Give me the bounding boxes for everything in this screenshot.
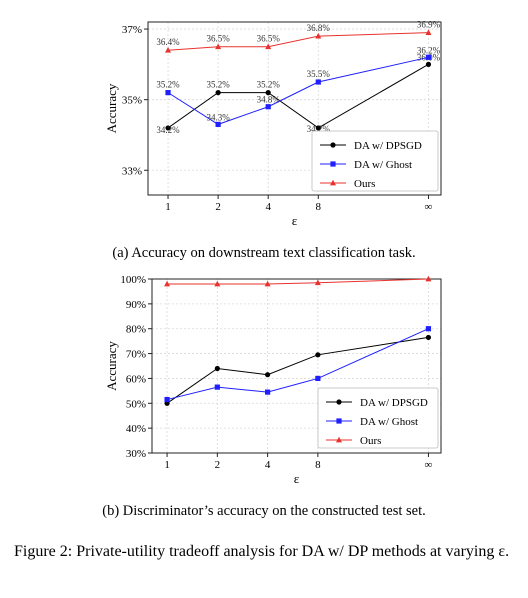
chart-undefined-legend-marker: [330, 142, 336, 148]
chart-undefined-ytick-label: 70%: [126, 349, 146, 361]
chart-undefined-data-point: [214, 365, 220, 372]
chart-undefined-series-0: [164, 334, 432, 406]
chart-undefined-data-label: 35.5%: [307, 69, 331, 79]
chart-undefined-ytick-label: 60%: [126, 373, 146, 385]
chart-undefined-data-label: 36.2%: [417, 45, 441, 55]
chart-undefined-xtick-label: 1: [164, 459, 170, 471]
chart-undefined-data-point: [164, 396, 170, 403]
chart-undefined-ytick-label: 100%: [120, 274, 146, 286]
chart-undefined-data-label: 36.8%: [307, 23, 331, 33]
chart-undefined-legend-box: [311, 130, 439, 192]
chart-undefined-data-point: [265, 43, 272, 50]
chart-undefined-ytick-label: 40%: [126, 423, 146, 435]
chart-undefined-data-point: [165, 90, 171, 96]
chart-undefined-legend-label: Ours: [360, 435, 381, 447]
chart-undefined-data-point: [215, 90, 221, 96]
chart-undefined-legend-label: Ours: [354, 178, 375, 190]
chart-undefined-xlabel: ε: [294, 471, 300, 486]
chart-undefined-data-point: [425, 61, 432, 67]
chart-undefined-ytick-label: 33%: [122, 165, 142, 177]
chart-undefined-legend-label: DA w/ DPSGD: [354, 140, 422, 152]
chart-undefined-ytick-label: 37%: [122, 24, 142, 36]
chart-undefined-series-2: 36.4% 36.5% 36.5% 36.8% 36.9%: [156, 20, 441, 53]
chart-undefined-legend-marker: [330, 179, 336, 186]
chart-undefined-data-point: [165, 125, 171, 131]
chart-undefined-data-point: [265, 389, 271, 395]
chart-undefined-legend-marker: [336, 418, 342, 424]
chart-undefined-data-point: [264, 280, 271, 287]
chart-undefined-xtick-label: 2: [215, 201, 221, 213]
chart-undefined-xtick-label: ∞: [425, 459, 433, 471]
chart-undefined-legend-marker: [330, 161, 336, 167]
chart-undefined-legend-label: DA w/ Ghost: [354, 159, 412, 171]
chart-undefined-data-point: [315, 352, 321, 358]
chart-undefined-frame: [147, 21, 442, 196]
chart-a-caption: (a) Accuracy on downstream text classifi…: [112, 245, 416, 261]
chart-undefined-legend-label: DA w/ Ghost: [360, 416, 418, 428]
chart-undefined-data-point: [215, 121, 221, 127]
chart-undefined-series-1: 35.2% 34.3% 34.8% 35.5% 36.2%: [156, 45, 441, 127]
chart-undefined-series-2: [164, 275, 432, 287]
chart-undefined-legend-box: [317, 387, 439, 449]
chart-undefined-data-point: [315, 32, 322, 39]
chart-undefined-data-point: [425, 326, 432, 332]
chart-undefined-data-point: [214, 384, 220, 390]
chart-undefined-xlabel: ε: [292, 213, 298, 228]
chart-undefined-data-label: 34.3%: [206, 112, 230, 122]
chart-undefined-xtick-label: 4: [265, 459, 271, 471]
chart-undefined-legend: DA w/ DPSGD DA w/ Ghost Ours: [317, 387, 439, 449]
chart-undefined-data-point: [425, 54, 432, 60]
chart-undefined-data-point: [265, 90, 271, 96]
chart-undefined-data-label: 34.2%: [307, 124, 331, 134]
chart-undefined-ytick-label: 80%: [126, 324, 146, 336]
chart-undefined-ytick-label: 30%: [126, 448, 146, 460]
chart-undefined-data-point: [425, 29, 432, 35]
figure-caption: Figure 2: Private-utility tradeoff analy…: [14, 543, 510, 560]
chart-undefined-xtick-label: 4: [265, 201, 271, 213]
chart-undefined-data-label: 34.8%: [257, 95, 281, 105]
chart-b-discriminator-accuracy: 30% 40% 50% 60% 70% 80% 90% 100% 1 2 4 8 ∞ ε Accuracy D…: [104, 274, 442, 486]
chart-undefined-series-0: 34.2%35.2%35.2%34.2%36.0%: [156, 52, 440, 135]
chart-undefined-series-1: [164, 326, 432, 403]
chart-undefined-data-label: 36.5%: [257, 34, 281, 44]
chart-a-accuracy-downstream: 33% 35% 37% 1 2 4 8 ∞ ε Accuracy 34.2% 35.2% 35.2% 34…: [104, 20, 442, 228]
chart-undefined-data-point: [265, 372, 271, 378]
chart-undefined-xtick-label: 1: [165, 201, 171, 213]
chart-undefined-data-point: [164, 280, 171, 287]
chart-undefined-frame: [151, 278, 442, 454]
chart-undefined-data-point: [214, 280, 221, 287]
chart-undefined-data-point: [425, 275, 432, 282]
chart-undefined-data-point: [215, 43, 222, 50]
chart-undefined-data-point: [265, 104, 271, 110]
chart-undefined-ylabel: Accuracy: [104, 83, 119, 133]
chart-undefined-series-line: [167, 278, 429, 285]
chart-undefined-ytick-label: 90%: [126, 299, 146, 311]
chart-undefined-ytick-label: 35%: [122, 95, 142, 107]
chart-undefined-data-point: [315, 375, 321, 382]
chart-undefined-data-point: [314, 279, 321, 286]
chart-undefined-ytick-label: 50%: [126, 398, 146, 410]
chart-undefined-xtick-label: 2: [215, 459, 221, 471]
chart-undefined-data-label: 36.4%: [156, 37, 180, 47]
chart-undefined-xtick-label: 8: [316, 201, 322, 213]
chart-undefined-data-point: [425, 334, 432, 341]
chart-undefined-data-label: 36.5%: [206, 34, 230, 44]
chart-undefined-data-point: [165, 47, 172, 53]
chart-undefined-data-label: 35.2%: [257, 80, 281, 90]
chart-undefined-data-point: [315, 125, 321, 131]
chart-undefined-data-point: [315, 79, 321, 85]
chart-b-caption: (b) Discriminator’s accuracy on the cons…: [102, 503, 426, 519]
chart-undefined-xtick-label: 8: [315, 459, 321, 471]
chart-undefined-ylabel: Accuracy: [104, 341, 119, 391]
chart-undefined-legend-marker: [336, 436, 342, 443]
chart-undefined-data-label: 35.2%: [156, 80, 180, 90]
chart-undefined-legend-marker: [336, 399, 342, 405]
chart-undefined-data-label: 34.2%: [156, 125, 180, 135]
chart-undefined-xtick-label: ∞: [425, 201, 433, 213]
chart-undefined-data-label: 35.2%: [206, 80, 230, 90]
chart-undefined-legend: DA w/ DPSGD DA w/ Ghost Ours: [311, 130, 439, 192]
chart-undefined-data-label: 36.9%: [417, 20, 441, 30]
chart-undefined-legend-label: DA w/ DPSGD: [360, 397, 428, 409]
